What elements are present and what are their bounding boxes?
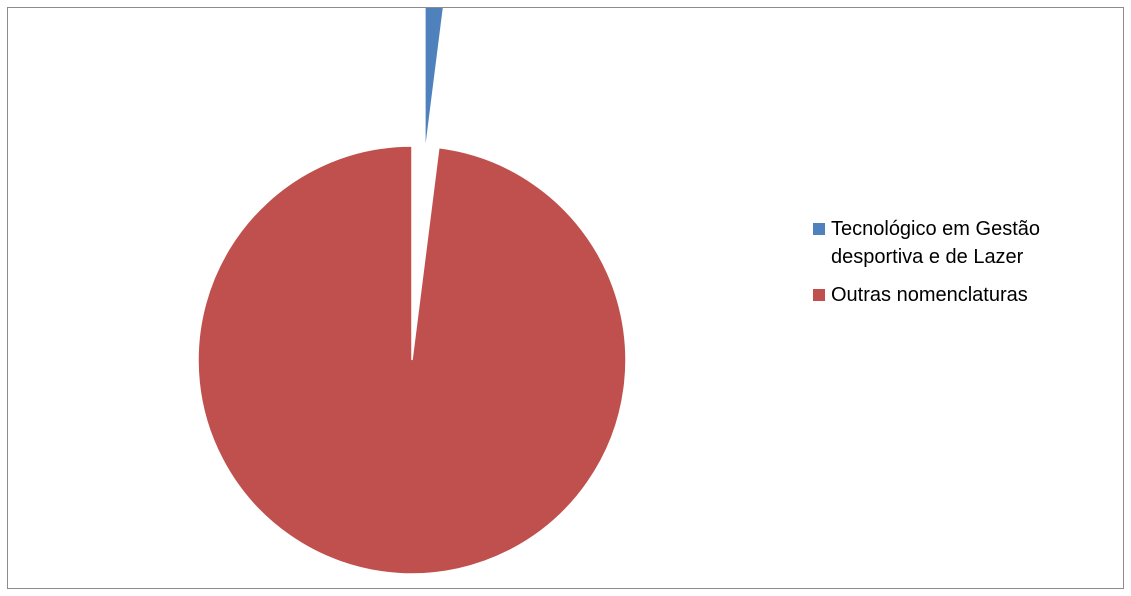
chart-legend: Tecnológico em Gestão desportiva e de La… bbox=[813, 215, 1113, 319]
pie-slice-tecnologico bbox=[424, 8, 445, 156]
chart-frame: Tecnológico em Gestão desportiva e de La… bbox=[7, 7, 1124, 589]
legend-label-outras: Outras nomenclaturas bbox=[831, 284, 1028, 306]
legend-item-outras: Outras nomenclaturas bbox=[813, 281, 1113, 309]
legend-label-tecnologico: Tecnológico em Gestão desportiva e de La… bbox=[831, 218, 1041, 268]
legend-swatch-tecnologico bbox=[813, 223, 825, 235]
pie-slice-outras bbox=[197, 145, 627, 575]
pie-slices bbox=[197, 8, 627, 575]
legend-swatch-outras bbox=[813, 289, 825, 301]
pie-chart bbox=[197, 8, 627, 575]
legend-item-tecnologico: Tecnológico em Gestão desportiva e de La… bbox=[813, 215, 1113, 271]
